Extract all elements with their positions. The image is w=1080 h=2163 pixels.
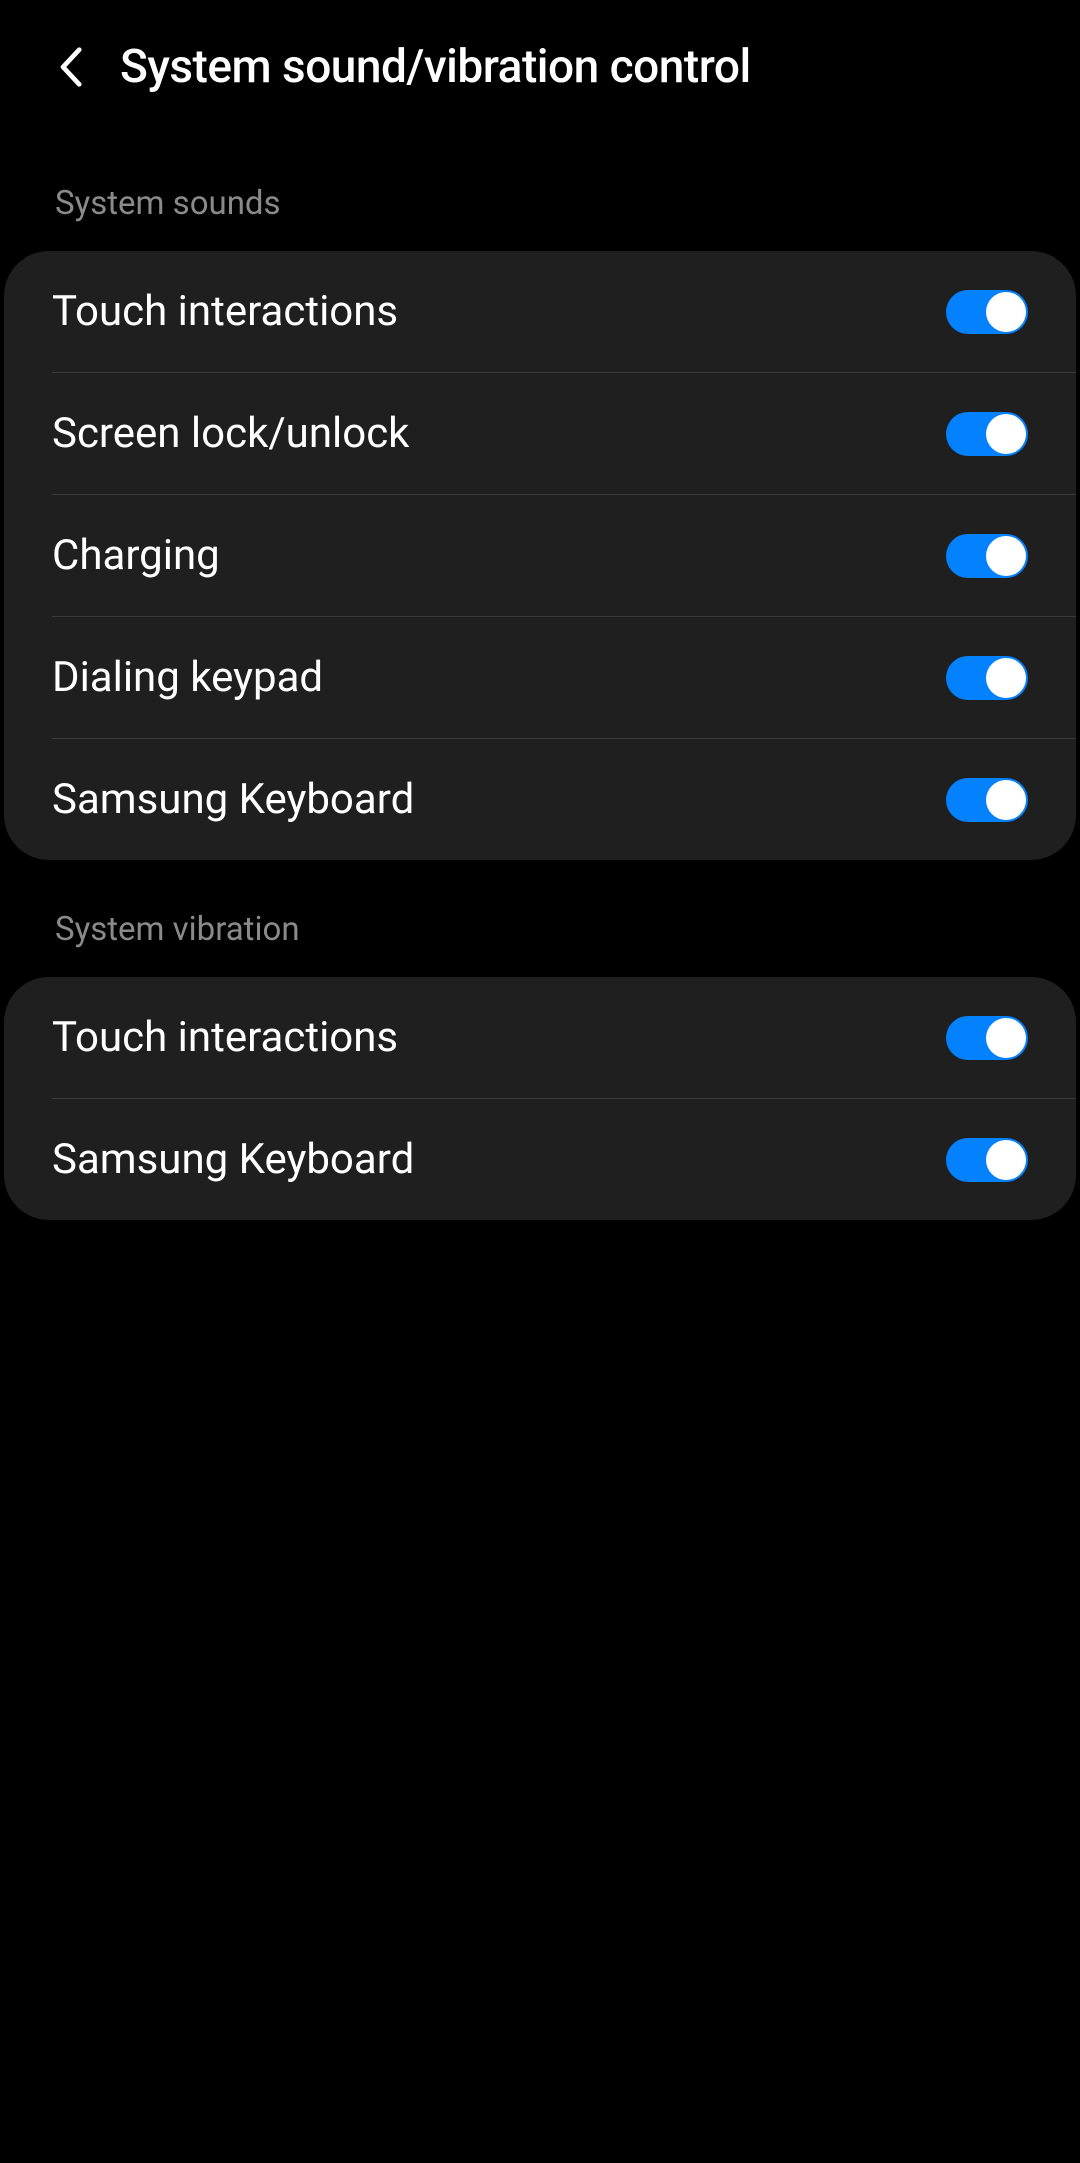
setting-samsung-keyboard-sound[interactable]: Samsung Keyboard	[4, 739, 1076, 860]
page-title: System sound/vibration control	[120, 40, 751, 94]
system-sounds-card: Touch interactions Screen lock/unlock Ch…	[4, 251, 1076, 860]
setting-charging-sound[interactable]: Charging	[52, 495, 1076, 617]
back-icon[interactable]	[50, 47, 90, 87]
content: System sounds Touch interactions Screen …	[0, 124, 1080, 1220]
setting-screen-lock-unlock-sound[interactable]: Screen lock/unlock	[52, 373, 1076, 495]
setting-label: Charging	[52, 531, 220, 580]
setting-label: Dialing keypad	[52, 653, 323, 702]
setting-label: Touch interactions	[52, 287, 398, 336]
toggle-samsung-keyboard-sound[interactable]	[946, 778, 1028, 822]
section-label-sounds: System sounds	[0, 184, 1080, 251]
toggle-screen-lock-unlock-sound[interactable]	[946, 412, 1028, 456]
setting-touch-interactions-sound[interactable]: Touch interactions	[52, 251, 1076, 373]
toggle-touch-interactions-vibration[interactable]	[946, 1016, 1028, 1060]
setting-samsung-keyboard-vibration[interactable]: Samsung Keyboard	[4, 1099, 1076, 1220]
section-label-vibration: System vibration	[0, 910, 1080, 977]
header: System sound/vibration control	[0, 0, 1080, 124]
setting-label: Screen lock/unlock	[52, 409, 409, 458]
setting-label: Touch interactions	[52, 1013, 398, 1062]
system-vibration-card: Touch interactions Samsung Keyboard	[4, 977, 1076, 1220]
setting-touch-interactions-vibration[interactable]: Touch interactions	[52, 977, 1076, 1099]
toggle-dialing-keypad-sound[interactable]	[946, 656, 1028, 700]
toggle-charging-sound[interactable]	[946, 534, 1028, 578]
setting-label: Samsung Keyboard	[52, 775, 414, 824]
setting-label: Samsung Keyboard	[52, 1135, 414, 1184]
toggle-touch-interactions-sound[interactable]	[946, 290, 1028, 334]
toggle-samsung-keyboard-vibration[interactable]	[946, 1138, 1028, 1182]
setting-dialing-keypad-sound[interactable]: Dialing keypad	[52, 617, 1076, 739]
